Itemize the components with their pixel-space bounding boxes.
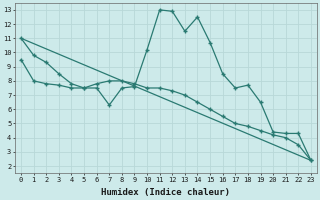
X-axis label: Humidex (Indice chaleur): Humidex (Indice chaleur) xyxy=(101,188,230,197)
